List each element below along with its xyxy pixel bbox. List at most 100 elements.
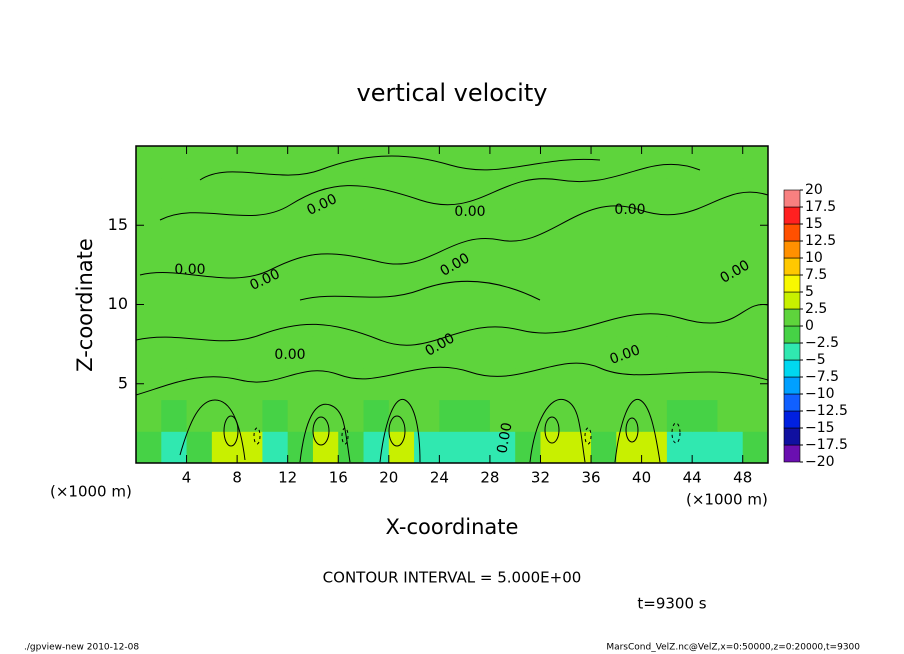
field-cell bbox=[464, 431, 491, 464]
field-cell bbox=[616, 272, 643, 305]
field-cell bbox=[616, 367, 643, 401]
field-cell bbox=[363, 272, 390, 305]
field-cell bbox=[136, 241, 162, 274]
field-cell bbox=[161, 272, 188, 305]
field-cell bbox=[717, 146, 744, 179]
field-cell bbox=[591, 304, 617, 337]
field-cell bbox=[641, 304, 668, 337]
field-cell bbox=[338, 367, 365, 401]
colorbar-band bbox=[783, 257, 801, 276]
field-cell bbox=[616, 146, 643, 179]
field-cell bbox=[464, 336, 491, 369]
contour-line bbox=[388, 415, 406, 447]
field-cell bbox=[439, 209, 466, 242]
field-cell bbox=[666, 177, 693, 210]
x-tick-label: 8 bbox=[232, 469, 242, 487]
colorbar-band bbox=[783, 427, 801, 446]
field-cell bbox=[717, 272, 744, 305]
field-cell bbox=[666, 399, 693, 432]
field-cell bbox=[616, 177, 643, 210]
field-cell bbox=[616, 209, 643, 242]
field-cell bbox=[363, 399, 390, 432]
field-cell bbox=[287, 336, 314, 369]
field-cell bbox=[312, 399, 339, 432]
field-cell bbox=[591, 431, 617, 464]
y-axis-title: Z-coordinate bbox=[73, 238, 97, 372]
field-cell bbox=[666, 336, 693, 369]
field-cell bbox=[641, 272, 668, 305]
field-cell bbox=[489, 177, 516, 210]
field-cell bbox=[237, 399, 263, 432]
field-cell bbox=[717, 209, 744, 242]
field-cell bbox=[211, 177, 238, 210]
footer-right: MarsCond_VelZ.nc@VelZ,x=0:50000,z=0:2000… bbox=[606, 643, 860, 653]
contour-line bbox=[159, 163, 701, 221]
field-cell bbox=[363, 336, 390, 369]
colorbar-band bbox=[783, 359, 801, 378]
field-cell bbox=[717, 241, 744, 274]
field-cell bbox=[489, 399, 516, 432]
field-cell bbox=[414, 272, 440, 305]
field-cell bbox=[338, 272, 365, 305]
field-cell bbox=[464, 304, 491, 337]
field-cell bbox=[262, 431, 289, 464]
field-cell bbox=[515, 177, 541, 210]
field-cell bbox=[616, 431, 643, 464]
field-cell bbox=[489, 367, 516, 401]
field-cell bbox=[363, 177, 390, 210]
contour-line bbox=[199, 155, 601, 181]
colorbar-band bbox=[783, 240, 801, 259]
colorbar-label: 2.5 bbox=[805, 301, 827, 317]
field-cell bbox=[540, 431, 567, 464]
field-cell bbox=[388, 304, 415, 337]
field-cell bbox=[540, 209, 567, 242]
field-cell bbox=[540, 272, 567, 305]
contour-line bbox=[584, 427, 592, 445]
field-cell bbox=[161, 431, 188, 464]
field-cell bbox=[515, 241, 541, 274]
field-cell bbox=[388, 146, 415, 179]
field-cell bbox=[186, 209, 213, 242]
contour-line bbox=[135, 304, 769, 346]
field-cell bbox=[641, 367, 668, 401]
field-cell bbox=[363, 241, 390, 274]
contour-line bbox=[341, 427, 349, 445]
contour-line bbox=[135, 362, 769, 396]
field-cell bbox=[591, 272, 617, 305]
field-cell bbox=[237, 209, 263, 242]
x-tick-label: 44 bbox=[683, 469, 702, 487]
contour-label: 0.00 bbox=[614, 202, 645, 218]
field-cell bbox=[161, 146, 188, 179]
field-cell bbox=[161, 367, 188, 401]
field-cell bbox=[414, 399, 440, 432]
field-cell bbox=[464, 399, 491, 432]
field-cell bbox=[439, 146, 466, 179]
field-cell bbox=[540, 336, 567, 369]
x-tick-label: 36 bbox=[581, 469, 600, 487]
y-tick-label: 15 bbox=[108, 215, 128, 234]
field-cell bbox=[211, 367, 238, 401]
colorbar-band bbox=[783, 223, 801, 242]
colorbar-band bbox=[783, 444, 801, 463]
field-cell bbox=[186, 146, 213, 179]
field-cell bbox=[692, 367, 718, 401]
colorbar-label: −2.5 bbox=[805, 335, 839, 351]
field-cell bbox=[186, 272, 213, 305]
field-cell bbox=[641, 146, 668, 179]
colorbar-label: −12.5 bbox=[805, 403, 848, 419]
field-cell bbox=[287, 241, 314, 274]
colorbar-band bbox=[783, 342, 801, 361]
field-cell bbox=[211, 241, 238, 274]
field-cell bbox=[136, 431, 162, 464]
field-cell bbox=[540, 146, 567, 179]
contour-line bbox=[379, 398, 421, 463]
field-cell bbox=[692, 304, 718, 337]
x-unit-label: (×1000 m) bbox=[50, 483, 132, 501]
field-cell bbox=[312, 177, 339, 210]
field-cell bbox=[692, 431, 718, 464]
contour-line bbox=[299, 403, 351, 463]
field-cell bbox=[666, 146, 693, 179]
contour-line bbox=[139, 191, 769, 279]
field-cell bbox=[742, 241, 769, 274]
contour-label: 0.00 bbox=[274, 347, 305, 363]
